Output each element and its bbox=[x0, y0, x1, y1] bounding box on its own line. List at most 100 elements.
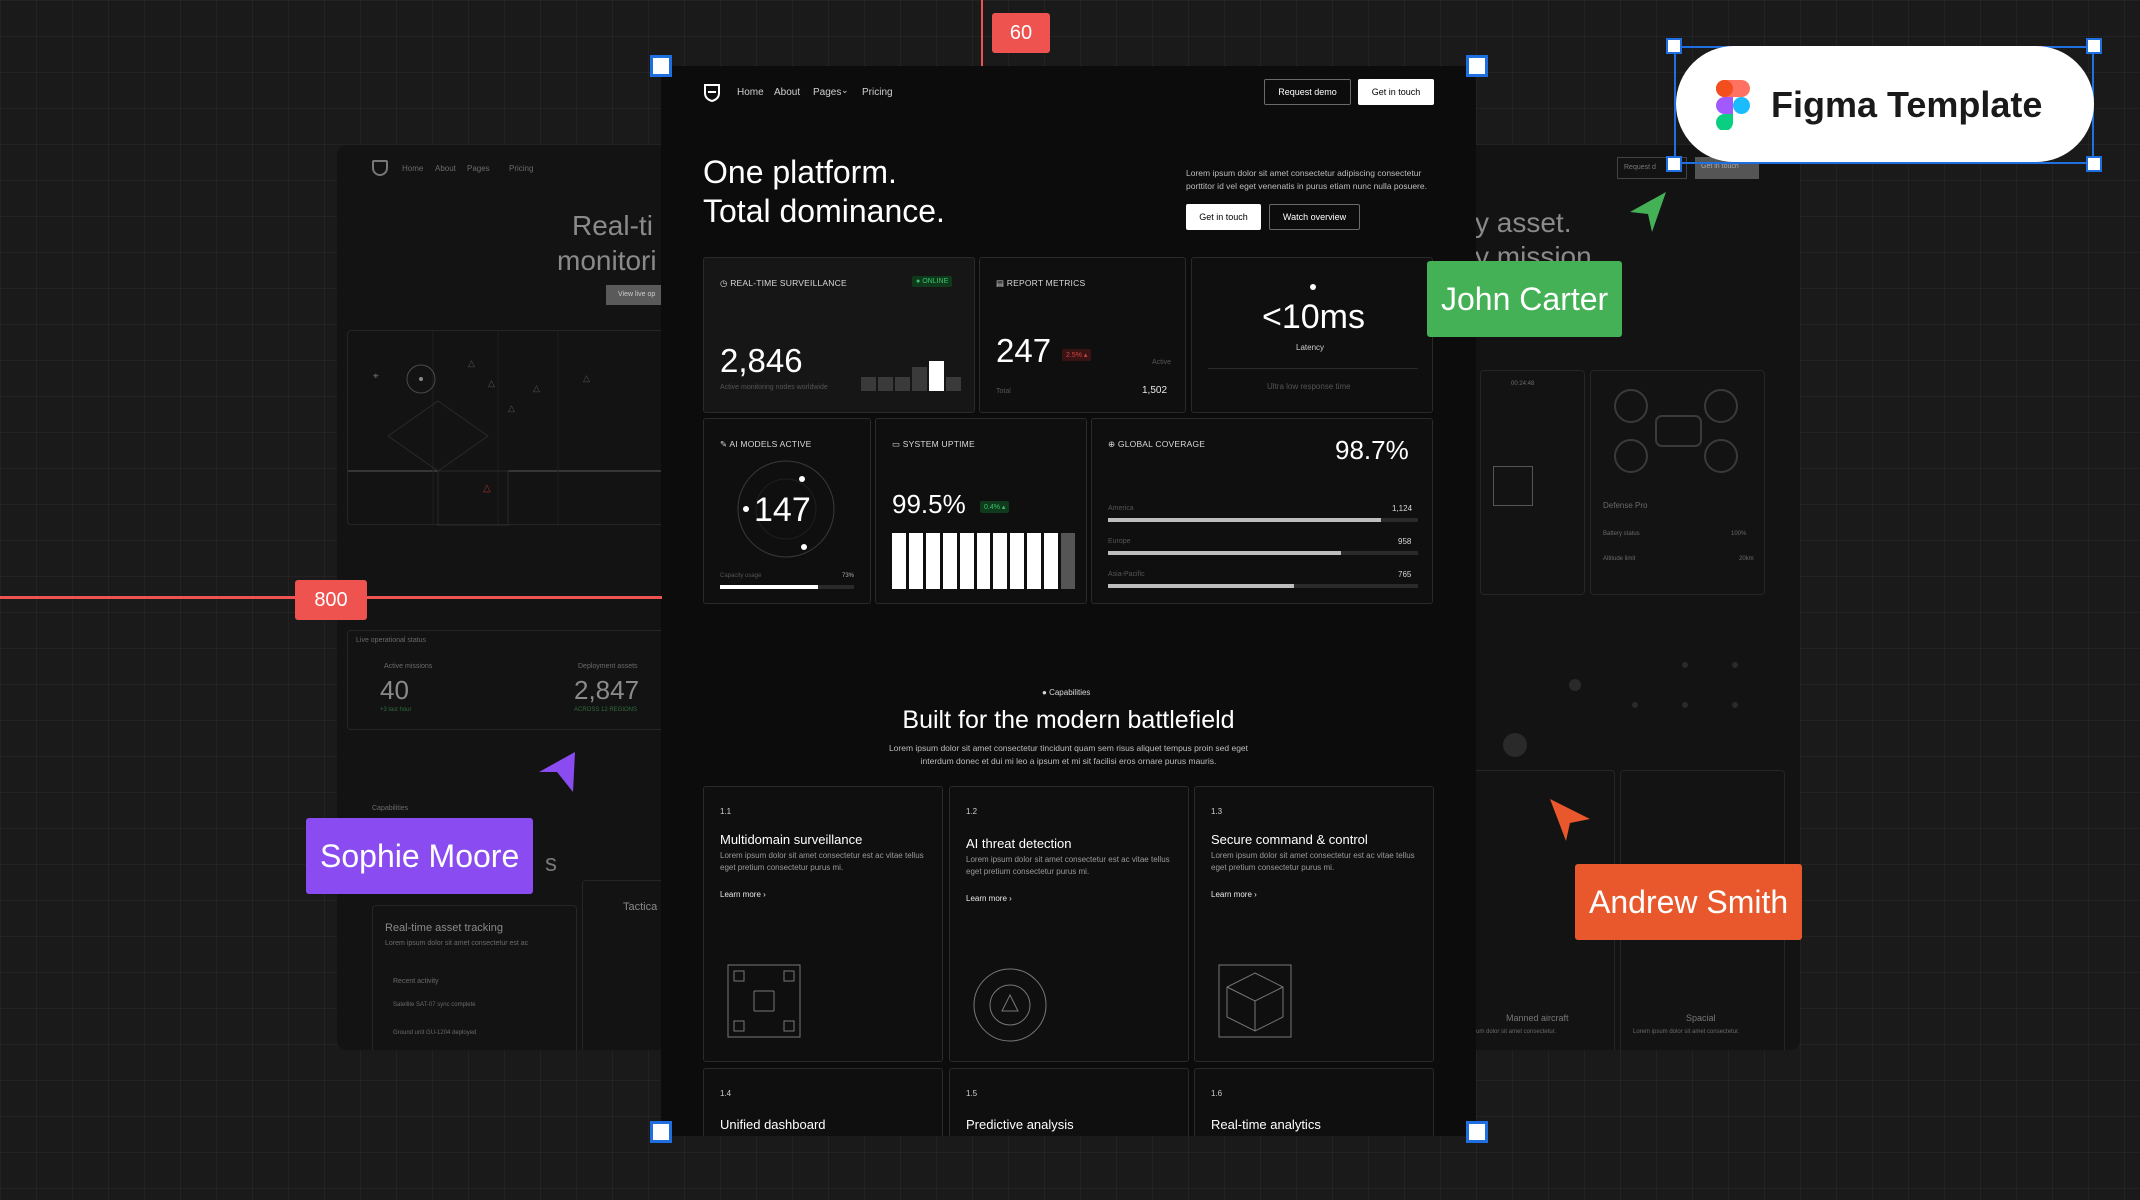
target-box bbox=[1493, 466, 1533, 506]
logo-icon[interactable] bbox=[703, 83, 721, 103]
monitor-icon: ▭ bbox=[892, 439, 901, 449]
get-in-touch-button[interactable]: Get in touch bbox=[1358, 79, 1434, 105]
cursor-arrow-icon bbox=[539, 752, 575, 792]
partial-text: s bbox=[545, 850, 557, 877]
learn-more-link[interactable]: Learn more › bbox=[720, 890, 766, 899]
capabilities-desc-line1: Lorem ipsum dolor sit amet consectetur t… bbox=[888, 743, 1249, 753]
feature-card-6[interactable]: 1.6 Real-time analytics bbox=[1194, 1068, 1434, 1136]
latency-dot bbox=[1310, 284, 1316, 290]
selection-handle[interactable] bbox=[1666, 38, 1682, 54]
feature-num: 1.1 bbox=[720, 807, 732, 816]
uptime-segment bbox=[892, 533, 906, 589]
clock-icon: ◷ bbox=[720, 278, 728, 288]
latency-value: <10ms bbox=[1262, 298, 1365, 336]
radar-icon bbox=[737, 460, 835, 558]
learn-more-link[interactable]: Learn more › bbox=[1211, 890, 1257, 899]
feature-card-4[interactable]: 1.4 Unified dashboard bbox=[703, 1068, 943, 1136]
watch-overview-button[interactable]: Watch overview bbox=[1269, 204, 1360, 230]
left-nav-about[interactable]: About bbox=[435, 164, 456, 173]
selection-handle[interactable] bbox=[1666, 156, 1682, 172]
region-america: America bbox=[1108, 505, 1134, 512]
cursor-tag-john: John Carter bbox=[1427, 261, 1623, 337]
sparkle-icon: ✎ bbox=[720, 439, 728, 449]
report-value: 247 bbox=[996, 332, 1052, 369]
left-nav-home[interactable]: Home bbox=[402, 164, 424, 173]
nav-about[interactable]: About bbox=[774, 87, 801, 98]
latency-sub: Ultra low response time bbox=[1267, 382, 1351, 391]
right-request-button[interactable]: Request d bbox=[1617, 157, 1687, 179]
selection-handle[interactable] bbox=[1466, 55, 1488, 77]
capacity-bar-fill bbox=[720, 585, 818, 589]
surveillance-bar bbox=[929, 361, 944, 391]
cursor-arrow-icon bbox=[1550, 799, 1590, 841]
active-missions-label: Active missions bbox=[384, 663, 433, 670]
feature-num: 1.2 bbox=[966, 807, 978, 816]
learn-more-link[interactable]: Learn more › bbox=[966, 894, 1012, 903]
left-nav-pages[interactable]: Pages bbox=[467, 164, 490, 173]
map-lines: ⌖ △ △ △ △ △ △ △ bbox=[348, 331, 677, 527]
figma-badge-label: Figma Template bbox=[1771, 84, 2043, 125]
selection-handle[interactable] bbox=[650, 1121, 672, 1143]
region-apac-bar bbox=[1108, 584, 1418, 588]
manned-title: Manned aircraft bbox=[1506, 1013, 1569, 1023]
uptime-segment bbox=[993, 533, 1008, 589]
nav-home[interactable]: Home bbox=[737, 87, 764, 98]
surveillance-bar bbox=[912, 367, 927, 391]
marker-left: 800 bbox=[295, 580, 367, 620]
svg-text:△: △ bbox=[533, 383, 540, 393]
feature-card-5[interactable]: 1.5 Predictive analysis bbox=[949, 1068, 1189, 1136]
chevron-down-icon[interactable]: ⌄ bbox=[841, 85, 849, 95]
selection-handle[interactable] bbox=[2086, 156, 2102, 172]
asset-tracking-desc: Lorem ipsum dolor sit amet consectetur e… bbox=[385, 940, 529, 947]
feature-desc: Lorem ipsum dolor sit amet consectetur e… bbox=[1211, 851, 1415, 872]
left-heading-line1: Real-ti bbox=[572, 210, 653, 241]
feature-title: Unified dashboard bbox=[720, 1117, 826, 1132]
uptime-label: ▭ SYSTEM UPTIME bbox=[892, 439, 975, 449]
selection-handle[interactable] bbox=[650, 55, 672, 77]
selection-handle[interactable] bbox=[2086, 38, 2102, 54]
request-demo-button[interactable]: Request demo bbox=[1264, 79, 1351, 105]
region-europe-bar-fill bbox=[1108, 551, 1341, 555]
nav-pages[interactable]: Pages bbox=[813, 87, 842, 98]
uptime-badge: 0.4% ▴ bbox=[980, 501, 1010, 513]
capacity-bar bbox=[720, 585, 854, 589]
radar-grid bbox=[1503, 662, 1738, 757]
report-total-value: 1,502 bbox=[1142, 385, 1168, 396]
surveillance-bar bbox=[946, 377, 961, 391]
right-heading-line1: y asset. bbox=[1475, 207, 1572, 238]
feature-card-1[interactable]: 1.1 Multidomain surveillance Lorem ipsum… bbox=[703, 786, 943, 1062]
battery-value: 100% bbox=[1731, 531, 1747, 537]
feature-card-2[interactable]: 1.2 AI threat detection Lorem ipsum dolo… bbox=[949, 786, 1189, 1062]
feature-num: 1.4 bbox=[720, 1089, 732, 1098]
left-view-button[interactable]: View live op bbox=[606, 285, 677, 305]
drone-icon bbox=[1614, 389, 1738, 473]
region-apac-value: 765 bbox=[1398, 570, 1412, 579]
feature-num: 1.6 bbox=[1211, 1089, 1223, 1098]
figma-badge[interactable]: Figma Template bbox=[1676, 46, 2094, 162]
left-nav-pricing[interactable]: Pricing bbox=[509, 164, 534, 173]
drone-camera-panel: 00:24:48 bbox=[1480, 370, 1585, 595]
feature-title: Multidomain surveillance bbox=[720, 832, 863, 847]
uptime-card: ▭ SYSTEM UPTIME 99.5% 0.4% ▴ bbox=[875, 418, 1087, 604]
feature-title: AI threat detection bbox=[966, 836, 1072, 851]
feature-card-3[interactable]: 1.3 Secure command & control Lorem ipsum… bbox=[1194, 786, 1434, 1062]
deployment-label: Deployment assets bbox=[578, 663, 638, 670]
region-europe: Europe bbox=[1108, 538, 1131, 545]
uptime-segment bbox=[1027, 533, 1042, 589]
live-status-panel: Live operational status Active missions … bbox=[347, 630, 677, 730]
surveillance-sub: Active monitoring nodes worldwide bbox=[720, 384, 828, 391]
figma-logo-icon bbox=[1716, 80, 1750, 130]
surveillance-bar bbox=[861, 377, 876, 391]
hero-description: Lorem ipsum dolor sit amet consectetur a… bbox=[1186, 168, 1427, 191]
selection-handle[interactable] bbox=[1466, 1121, 1488, 1143]
nav-pricing[interactable]: Pricing bbox=[862, 87, 893, 98]
active-missions-value: 40 bbox=[380, 675, 409, 705]
tactical-title: Tactica bbox=[623, 901, 658, 913]
battery-label: Battery status bbox=[1603, 531, 1640, 537]
hero-get-in-touch-button[interactable]: Get in touch bbox=[1186, 204, 1261, 230]
hero-title-line1: One platform. bbox=[703, 154, 897, 190]
capacity-value: 73% bbox=[842, 573, 855, 579]
uptime-segments bbox=[892, 533, 1075, 589]
cursor-tag-andrew: Andrew Smith bbox=[1575, 864, 1803, 940]
product-name: Defense Pro bbox=[1603, 501, 1648, 510]
